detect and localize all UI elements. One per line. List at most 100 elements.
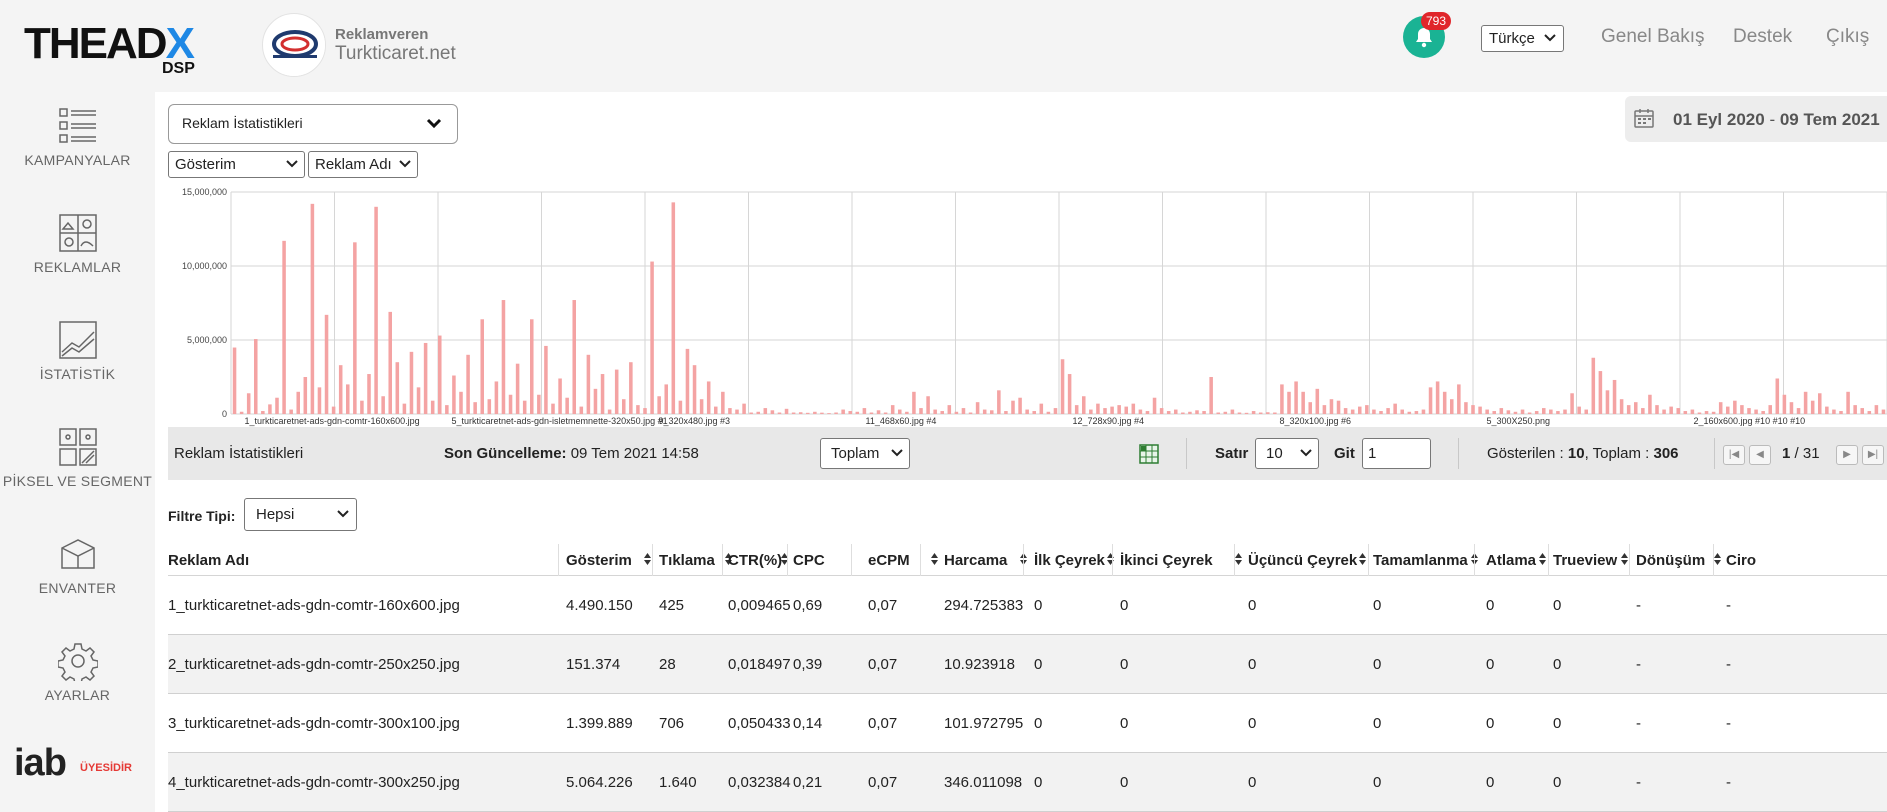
language-select[interactable]: Türkçe bbox=[1481, 25, 1564, 52]
date-start: 01 Eyl 2020 bbox=[1673, 110, 1765, 129]
column-separator bbox=[1112, 544, 1113, 576]
sidebar-item-inventory[interactable]: ENVANTER bbox=[0, 534, 155, 596]
dimension-select[interactable]: Reklam Adı bbox=[308, 151, 418, 178]
prev-page-button[interactable]: ◀ bbox=[1749, 445, 1771, 465]
chart-bar bbox=[813, 411, 817, 414]
sort-icon[interactable] bbox=[1106, 552, 1115, 566]
chart-bar bbox=[721, 391, 725, 414]
sidebar-label-statistics: İSTATİSTİK bbox=[39, 366, 116, 382]
table-row[interactable]: 1_turkticaretnet-ads-gdn-comtr-160x600.j… bbox=[168, 576, 1887, 635]
rows-per-page-select[interactable]: 10 bbox=[1255, 438, 1319, 469]
column-header[interactable]: Ciro bbox=[1726, 552, 1756, 569]
theadx-logo[interactable]: THEADX DSP bbox=[24, 22, 204, 78]
chart-bar bbox=[770, 410, 775, 414]
table-row[interactable]: 3_turkticaretnet-ads-gdn-comtr-300x100.j… bbox=[168, 694, 1887, 753]
chart-bar bbox=[1683, 411, 1688, 414]
excel-export-icon[interactable] bbox=[1139, 444, 1159, 464]
column-header[interactable]: Üçüncü Çeyrek bbox=[1248, 552, 1358, 569]
column-header[interactable]: Dönüşüm bbox=[1636, 552, 1706, 569]
last-page-button[interactable]: ▶| bbox=[1862, 445, 1884, 465]
nav-support[interactable]: Destek bbox=[1733, 26, 1793, 47]
chart-bar bbox=[1060, 359, 1065, 414]
goto-page-input[interactable]: 1 bbox=[1362, 438, 1431, 469]
chart-bar bbox=[331, 406, 336, 414]
column-header[interactable]: İlk Çeyrek bbox=[1034, 552, 1105, 569]
sidebar-item-settings[interactable]: AYARLAR bbox=[0, 641, 155, 703]
chart-bar bbox=[1025, 409, 1029, 414]
sidebar-item-statistics[interactable]: İSTATİSTİK bbox=[0, 320, 155, 382]
column-header[interactable]: Atlama bbox=[1486, 552, 1537, 569]
x-tick-label: 11_468x60.jpg #4 bbox=[866, 416, 937, 426]
column-header[interactable]: CTR(%) bbox=[728, 552, 783, 569]
chart-bar bbox=[1159, 408, 1164, 414]
table-cell: 4.490.150 bbox=[566, 597, 633, 614]
sidebar-item-pixel-segment[interactable]: PİKSEL VE SEGMENT bbox=[0, 427, 155, 489]
chart-bar bbox=[742, 403, 746, 414]
next-page-button[interactable]: ▶ bbox=[1836, 445, 1858, 465]
sort-icon[interactable] bbox=[1713, 552, 1722, 566]
sort-icon[interactable] bbox=[643, 552, 652, 566]
column-header[interactable]: Trueview bbox=[1553, 552, 1618, 569]
sidebar-item-ads[interactable]: REKLAMLAR bbox=[0, 213, 155, 275]
chart-bar bbox=[1626, 405, 1631, 414]
date-range-picker[interactable]: 01 Eyl 2020 - 09 Tem 2021 bbox=[1625, 96, 1887, 142]
table-row[interactable]: 2_turkticaretnet-ads-gdn-comtr-250x250.j… bbox=[168, 635, 1887, 694]
column-header[interactable]: İkinci Çeyrek bbox=[1120, 552, 1213, 569]
column-header[interactable]: CPC bbox=[793, 552, 825, 569]
metric-select[interactable]: Gösterim bbox=[168, 151, 305, 178]
sort-icon[interactable] bbox=[1538, 552, 1547, 566]
chart-bar bbox=[1549, 409, 1553, 414]
chart-bar bbox=[338, 365, 343, 414]
column-header[interactable]: Reklam Adı bbox=[168, 552, 250, 569]
column-header[interactable]: Harcama bbox=[944, 552, 1008, 569]
chart-bar bbox=[423, 342, 428, 414]
nav-logout[interactable]: Çıkış bbox=[1826, 26, 1870, 47]
sort-icon[interactable] bbox=[724, 552, 733, 566]
sort-icon[interactable] bbox=[1620, 552, 1629, 566]
chart-bar bbox=[763, 408, 768, 414]
chart-bar bbox=[997, 390, 1001, 414]
chart-bar bbox=[1605, 390, 1610, 414]
filter-type-select[interactable]: Hepsi bbox=[244, 498, 357, 531]
chart-bar bbox=[1124, 406, 1128, 414]
chart-bar bbox=[1457, 384, 1461, 414]
chart-bar bbox=[402, 403, 407, 414]
table-row[interactable]: 4_turkticaretnet-ads-gdn-comtr-300x250.j… bbox=[168, 753, 1887, 812]
table-cell: 0,018497 bbox=[728, 656, 791, 673]
chart-bar bbox=[1648, 394, 1652, 414]
sort-icon[interactable] bbox=[930, 552, 939, 566]
sort-icon[interactable] bbox=[1358, 552, 1367, 566]
chart-bar bbox=[1067, 374, 1072, 414]
chart-bar bbox=[1322, 405, 1327, 414]
chart-bar bbox=[1181, 412, 1185, 414]
table-cell: 1.399.889 bbox=[566, 715, 633, 732]
column-header[interactable]: Gösterim bbox=[566, 552, 632, 569]
sidebar-item-campaigns[interactable]: KAMPANYALAR bbox=[0, 106, 155, 168]
chart-bar bbox=[1350, 409, 1355, 414]
chart-bar bbox=[798, 412, 803, 414]
chart-bar bbox=[756, 411, 760, 414]
aggregate-select[interactable]: Toplam bbox=[820, 438, 910, 469]
sort-icon[interactable] bbox=[780, 552, 789, 566]
chart-bar bbox=[1379, 411, 1383, 414]
column-header[interactable]: Tamamlanma bbox=[1373, 552, 1468, 569]
chart-bar bbox=[1216, 412, 1220, 414]
chart-bar bbox=[664, 384, 668, 414]
nav-overview[interactable]: Genel Bakış bbox=[1601, 26, 1705, 47]
column-header[interactable]: Tıklama bbox=[659, 552, 715, 569]
table-cell: - bbox=[1726, 774, 1731, 791]
chart-bar bbox=[1421, 409, 1426, 414]
chart-bar bbox=[501, 300, 506, 414]
chart-bar bbox=[1117, 405, 1121, 414]
column-header[interactable]: eCPM bbox=[868, 552, 910, 569]
chart-bar bbox=[430, 400, 435, 414]
first-page-button[interactable]: |◀ bbox=[1723, 445, 1745, 465]
table-cell: 0 bbox=[1034, 715, 1043, 732]
table-cell: 5.064.226 bbox=[566, 774, 633, 791]
chart-bar bbox=[1393, 403, 1397, 414]
report-type-select[interactable]: Reklam İstatistikleri bbox=[168, 104, 458, 144]
sort-icon[interactable] bbox=[1234, 552, 1243, 566]
notification-badge: 793 bbox=[1421, 12, 1451, 30]
chart-bar bbox=[1266, 412, 1270, 414]
table-cell: 425 bbox=[659, 597, 685, 614]
